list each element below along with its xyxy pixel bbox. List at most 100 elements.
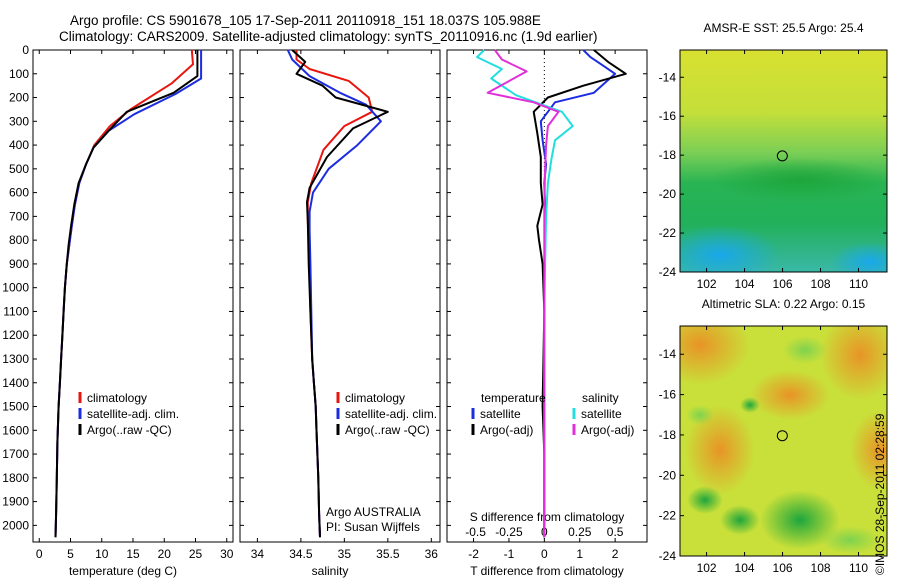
x-tick-label: 102 [697,277,717,291]
x-tick-label: 25 [189,547,203,561]
y-tick-label: -20 [659,187,677,201]
x-tick-label: 35 [338,547,352,561]
x-tick-label: 110 [849,277,868,291]
x-tick-label: -1 [504,547,515,561]
y-tick-label: 1000 [2,281,29,295]
argo-location-marker [776,430,788,442]
x2-tick-label: -0.25 [495,525,523,539]
x-tick-label: 108 [811,277,831,291]
legend-label: satellite [480,407,521,421]
temperature-panel-frame [32,49,234,543]
x-tick-label: 36 [425,547,439,561]
y-tick-label: 300 [9,114,29,128]
y-tick-label: -16 [659,109,677,123]
legend-label: Argo(..raw -QC) [87,423,172,437]
legend-label: Argo(-adj) [581,423,634,437]
series-line-satellite-adj-clim- [286,49,382,538]
y-tick-label: -22 [659,509,677,523]
y-tick-label: 1900 [2,495,29,509]
x2-tick-label: -0.5 [465,525,486,539]
y-tick-label: -16 [659,388,677,402]
sst-map-field [680,50,887,272]
x2-tick-label: 0.25 [568,525,592,539]
y-tick-label: -20 [659,468,677,482]
x-tick-label: 106 [773,277,793,291]
legend-label: Argo(-adj) [480,423,533,437]
y-tick-label: 800 [9,233,29,247]
x-tick-label: 15 [126,547,140,561]
legend-label: satellite [581,407,622,421]
y-tick-label: 1600 [2,423,29,437]
y-tick-label: 1100 [3,304,29,318]
y-tick-label: 500 [9,162,29,176]
sst-map-frame [679,49,888,273]
legend-label: satellite-adj. clim. [87,407,179,421]
y-tick-label: 200 [9,91,29,105]
x-axis-label: T difference from climatology [470,564,624,578]
legend-label: Argo(..raw -QC) [345,423,430,437]
y-tick-label: -24 [659,549,677,563]
y-tick-label: 600 [9,186,29,200]
x2-axis-label: S difference from climatology [470,510,625,524]
legend-title: temperature [481,391,546,405]
x-tick-label: 0 [541,547,548,561]
series-line-satellite [476,49,574,538]
x-tick-label: 20 [158,547,172,561]
x-tick-label: 34 [251,547,265,561]
x-axis-label: temperature (deg C) [69,564,177,578]
y-tick-label: 400 [9,138,29,152]
y-tick-label: -14 [659,70,677,84]
y-tick-label: 1200 [2,328,29,342]
series-line-argo-raw-qc- [54,50,199,538]
y-tick-label: 1400 [2,376,29,390]
annotation-line: Argo AUSTRALIA [326,505,421,519]
difference-panel-frame [446,49,648,543]
y-tick-label: -14 [659,347,677,361]
x-tick-label: 104 [735,561,755,575]
figure-title-line1: Argo profile: CS 5901678_105 17-Sep-2011… [70,13,541,28]
x-tick-label: 1 [576,547,583,561]
x-tick-label: 35.5 [376,547,400,561]
y-tick-label: 0 [22,43,29,57]
y-tick-label: 1500 [2,400,29,414]
legend-label: satellite-adj. clim. [345,407,437,421]
legend-title: salinity [582,391,619,405]
x-tick-label: 5 [67,547,74,561]
series-line-satellite-adj-clim- [54,50,203,538]
legend-label: climatology [87,391,147,405]
x-tick-label: 34.5 [289,547,313,561]
y-tick-label: 2000 [2,518,29,532]
annotation-line: PI: Susan Wijffels [326,520,420,534]
imos-credit: ©IMOS 28-Sep-2011 02:28:59 [873,413,887,575]
y-tick-label: 1800 [2,471,29,485]
x-tick-label: 30 [220,547,234,561]
series-line-climatology [295,50,374,538]
x-tick-label: 110 [849,561,868,575]
map-title: Altimetric SLA: 0.22 Argo: 0.15 [702,297,866,311]
x-tick-label: 102 [697,561,717,575]
series-line-argo-adj- [532,49,627,538]
y-tick-label: -18 [659,428,677,442]
y-tick-label: 1300 [2,352,29,366]
x-tick-label: 10 [95,547,109,561]
series-line-climatology [54,49,194,538]
map-title: AMSR-E SST: 25.5 Argo: 25.4 [703,21,863,35]
argo-location-marker [776,150,788,162]
y-tick-label: -24 [659,265,677,279]
x-tick-label: 108 [811,561,831,575]
sla-map-frame [679,325,888,557]
x-axis-label: salinity [312,564,349,578]
y-tick-label: -18 [659,148,677,162]
x2-tick-label: 0.5 [607,525,624,539]
y-tick-label: 900 [9,257,29,271]
series-line-argo-adj- [486,49,560,538]
y-tick-label: 100 [9,67,29,81]
sla-map-field [680,326,887,556]
x-tick-label: 106 [773,561,793,575]
x-tick-label: 2 [612,547,619,561]
figure-title-line2: Climatology: CARS2009. Satellite-adjuste… [59,29,598,44]
x-tick-label: 104 [735,277,755,291]
series-line-argo-raw-qc- [291,49,389,538]
salinity-panel-frame [239,49,441,543]
